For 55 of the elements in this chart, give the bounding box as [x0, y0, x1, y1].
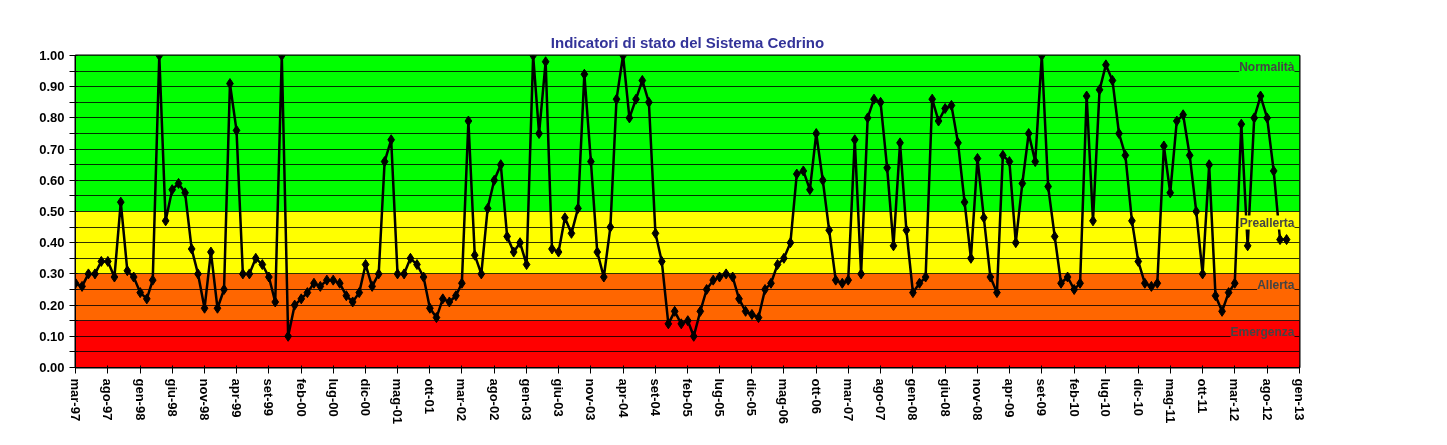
y-tick-label: 0.40: [39, 235, 65, 251]
x-tick-label: mar-97: [68, 378, 83, 422]
y-tick-label: 1.00: [39, 48, 65, 63]
x-tick-label: gen-13: [1292, 378, 1307, 421]
x-tick-label: gen-08: [905, 378, 921, 421]
x-tick-label: apr-04: [615, 378, 631, 419]
x-tick-label: lug-00: [325, 378, 341, 417]
band-label: Normalità: [1239, 59, 1295, 74]
x-tick-label: set-04: [647, 378, 663, 417]
x-tick-label: giu-03: [551, 378, 567, 417]
x-tick-label: nov-08: [969, 378, 985, 421]
y-tick-label: 0.20: [39, 297, 65, 313]
x-tick-label: dic-05: [744, 378, 760, 417]
x-tick-label: dic-00: [358, 378, 374, 417]
x-tick-label: lug-10: [1098, 378, 1114, 417]
y-tick-label: 0.30: [39, 266, 65, 282]
x-tick-label: ott-06: [808, 378, 824, 414]
x-tick-label: set-09: [1034, 378, 1050, 417]
y-tick-label: 0.80: [39, 110, 65, 126]
x-tick-label: ago-07: [873, 378, 889, 421]
x-tick-label: ott-01: [422, 378, 438, 414]
x-tick-label: giu-98: [164, 378, 180, 417]
x-tick-label: lug-05: [712, 378, 728, 417]
x-tick-label: nov-03: [583, 378, 599, 421]
x-tick-label: ott-11: [1195, 378, 1211, 414]
x-tick-label: apr-99: [229, 378, 245, 418]
chart-title: Indicatori di stato del Sistema Cedrino: [550, 33, 825, 51]
band-label: Allerta: [1257, 277, 1295, 292]
x-tick-label: giu-08: [937, 378, 953, 417]
x-tick-label: ago-12: [1259, 378, 1275, 421]
band-label: Preallerta: [1239, 215, 1295, 230]
x-tick-label: dic-10: [1130, 378, 1146, 417]
x-tick-label: ago-02: [486, 378, 502, 421]
x-tick-label: feb-00: [293, 378, 309, 417]
x-tick-label: ago-97: [100, 378, 116, 421]
x-tick-label: mag-01: [390, 378, 406, 425]
x-tick-label: gen-98: [132, 378, 148, 421]
y-tick-label: 0.10: [39, 328, 65, 344]
y-tick-label: 0.70: [39, 141, 65, 157]
y-tick-label: 0.60: [39, 172, 65, 188]
x-tick-label: set-99: [261, 378, 277, 417]
band-label: Emergenza: [1230, 324, 1295, 339]
x-tick-label: feb-10: [1066, 378, 1082, 417]
x-tick-label: nov-98: [197, 378, 213, 421]
y-tick-label: 0.00: [39, 360, 65, 375]
y-tick-label: 0.50: [39, 204, 65, 219]
x-tick-label: mar-07: [840, 378, 856, 422]
x-tick-label: mag-11: [1162, 378, 1178, 424]
x-tick-label: mag-06: [776, 378, 792, 425]
x-tick-label: gen-03: [519, 378, 535, 421]
x-tick-label: mar-02: [454, 378, 470, 422]
y-tick-label: 0.90: [39, 79, 65, 95]
x-tick-label: apr-09: [1001, 378, 1017, 418]
x-tick-label: mar-12: [1227, 378, 1243, 422]
x-tick-label: feb-05: [680, 378, 696, 417]
